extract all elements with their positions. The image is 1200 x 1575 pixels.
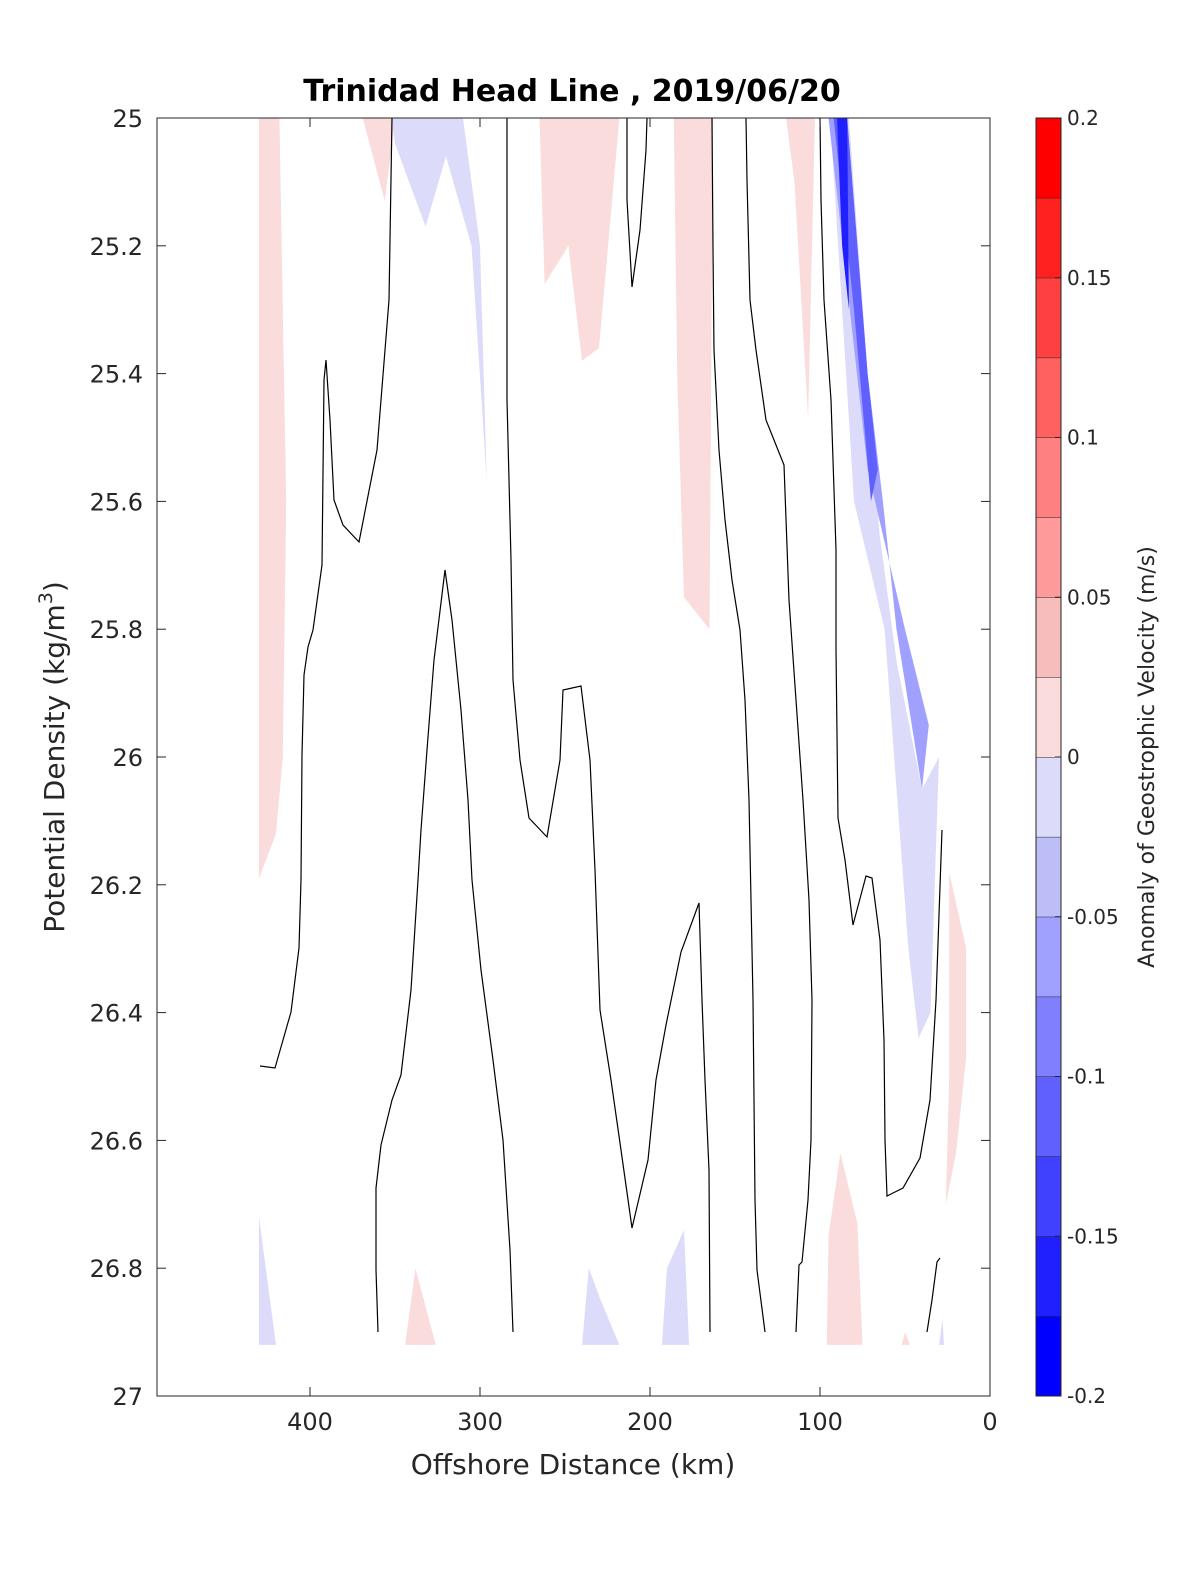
colorbar-tick-label: 0.05 <box>1067 585 1112 609</box>
filled-region-16 <box>901 1332 911 1345</box>
colorbar: 0.2 0.15 0.1 0.05 0 -0.05 -0.1 -0.15 -0.2 <box>1035 106 1119 1408</box>
x-tick-label: 200 <box>627 1408 673 1436</box>
filled-region-3 <box>539 118 620 361</box>
filled-contours <box>259 118 967 1345</box>
filled-region-11 <box>826 1153 863 1345</box>
y-axis-label: Potential Density (kg/m3) <box>35 581 71 933</box>
y-axis-label-close: ) <box>38 581 71 592</box>
y-tick-label: 27 <box>112 1383 143 1411</box>
filled-region-14 <box>582 1268 620 1345</box>
colorbar-tick-label: 0.1 <box>1067 426 1099 450</box>
colorbar-band <box>1036 197 1061 278</box>
filled-region-2 <box>391 118 487 483</box>
x-axis-label: Offshore Distance (km) <box>411 1448 736 1481</box>
contour-line <box>259 118 393 1069</box>
colorbar-band <box>1036 118 1061 198</box>
colorbar-tick-label: 0.2 <box>1067 106 1099 130</box>
colorbar-tick-label: -0.1 <box>1067 1065 1106 1089</box>
contour-lines <box>259 118 943 1333</box>
colorbar-band <box>1036 1236 1061 1317</box>
colorbar-band <box>1036 757 1061 837</box>
contour-line <box>926 1257 941 1333</box>
contour-line <box>745 118 813 1333</box>
colorbar-band <box>1036 1156 1061 1237</box>
filled-region-6 <box>820 118 939 1039</box>
colorbar-band <box>1036 597 1061 678</box>
filled-region-1 <box>352 118 395 202</box>
contour-line <box>506 118 711 1333</box>
filled-region-12 <box>259 1217 276 1345</box>
colorbar-band <box>1036 1076 1061 1157</box>
contour-line <box>375 569 514 1333</box>
y-tick-label: 26.4 <box>90 1000 143 1028</box>
filled-region-17 <box>939 1319 945 1345</box>
colorbar-band <box>1036 277 1061 358</box>
y-tick-label: 25.8 <box>90 616 143 644</box>
colorbar-label: Anomaly of Geostrophic Velocity (m/s) <box>1135 546 1160 968</box>
colorbar-band <box>1036 357 1061 438</box>
y-tick-label: 25 <box>112 105 143 133</box>
colorbar-tick-label: 0.15 <box>1067 266 1112 290</box>
y-tick-label: 26.8 <box>90 1255 143 1283</box>
y-tick-label: 26 <box>112 744 143 772</box>
filled-region-0 <box>259 118 287 879</box>
filled-region-5 <box>786 118 815 419</box>
y-axis-label-superscript: 3 <box>35 592 57 604</box>
colorbar-band <box>1036 517 1061 598</box>
y-tick-label: 25.2 <box>90 233 143 261</box>
x-axis: 400 300 200 100 0 <box>287 118 998 1436</box>
y-tick-label: 26.2 <box>90 872 143 900</box>
y-tick-label: 26.6 <box>90 1127 143 1155</box>
x-tick-label: 0 <box>982 1408 997 1436</box>
colorbar-tick-label: 0 <box>1067 745 1080 769</box>
contour-line <box>626 118 648 288</box>
colorbar-band <box>1036 437 1061 518</box>
contour-line <box>711 118 766 1333</box>
x-tick-label: 300 <box>457 1408 503 1436</box>
colorbar-tick-label: -0.15 <box>1067 1224 1119 1248</box>
colorbar-band <box>1036 677 1061 757</box>
plot-area: 400 300 200 100 0 25 25.2 25.4 25.6 25.8 26 26.2 26… <box>90 105 998 1436</box>
filled-region-10 <box>945 872 967 1205</box>
y-tick-label: 25.6 <box>90 488 143 516</box>
x-tick-label: 400 <box>287 1408 333 1436</box>
colorbar-tick-label: -0.05 <box>1067 905 1119 929</box>
colorbar-band <box>1036 916 1061 997</box>
colorbar-band <box>1036 836 1061 917</box>
colorbar-tick-label: -0.2 <box>1067 1384 1106 1408</box>
y-axis-label-main: Potential Density (kg/m <box>38 604 71 933</box>
filled-region-9 <box>837 118 849 310</box>
chart-title: Trinidad Head Line , 2019/06/20 <box>303 74 840 109</box>
x-tick-label: 100 <box>797 1408 843 1436</box>
colorbar-band <box>1036 1316 1061 1396</box>
colorbar-band <box>1036 996 1061 1077</box>
y-tick-label: 25.4 <box>90 361 143 389</box>
filled-region-13 <box>405 1268 436 1345</box>
y-axis: 25 25.2 25.4 25.6 25.8 26 26.2 26.4 26.6 26.8 27 <box>90 105 990 1411</box>
filled-region-15 <box>661 1229 690 1345</box>
filled-region-4 <box>673 118 713 630</box>
contour-line <box>818 118 943 1197</box>
